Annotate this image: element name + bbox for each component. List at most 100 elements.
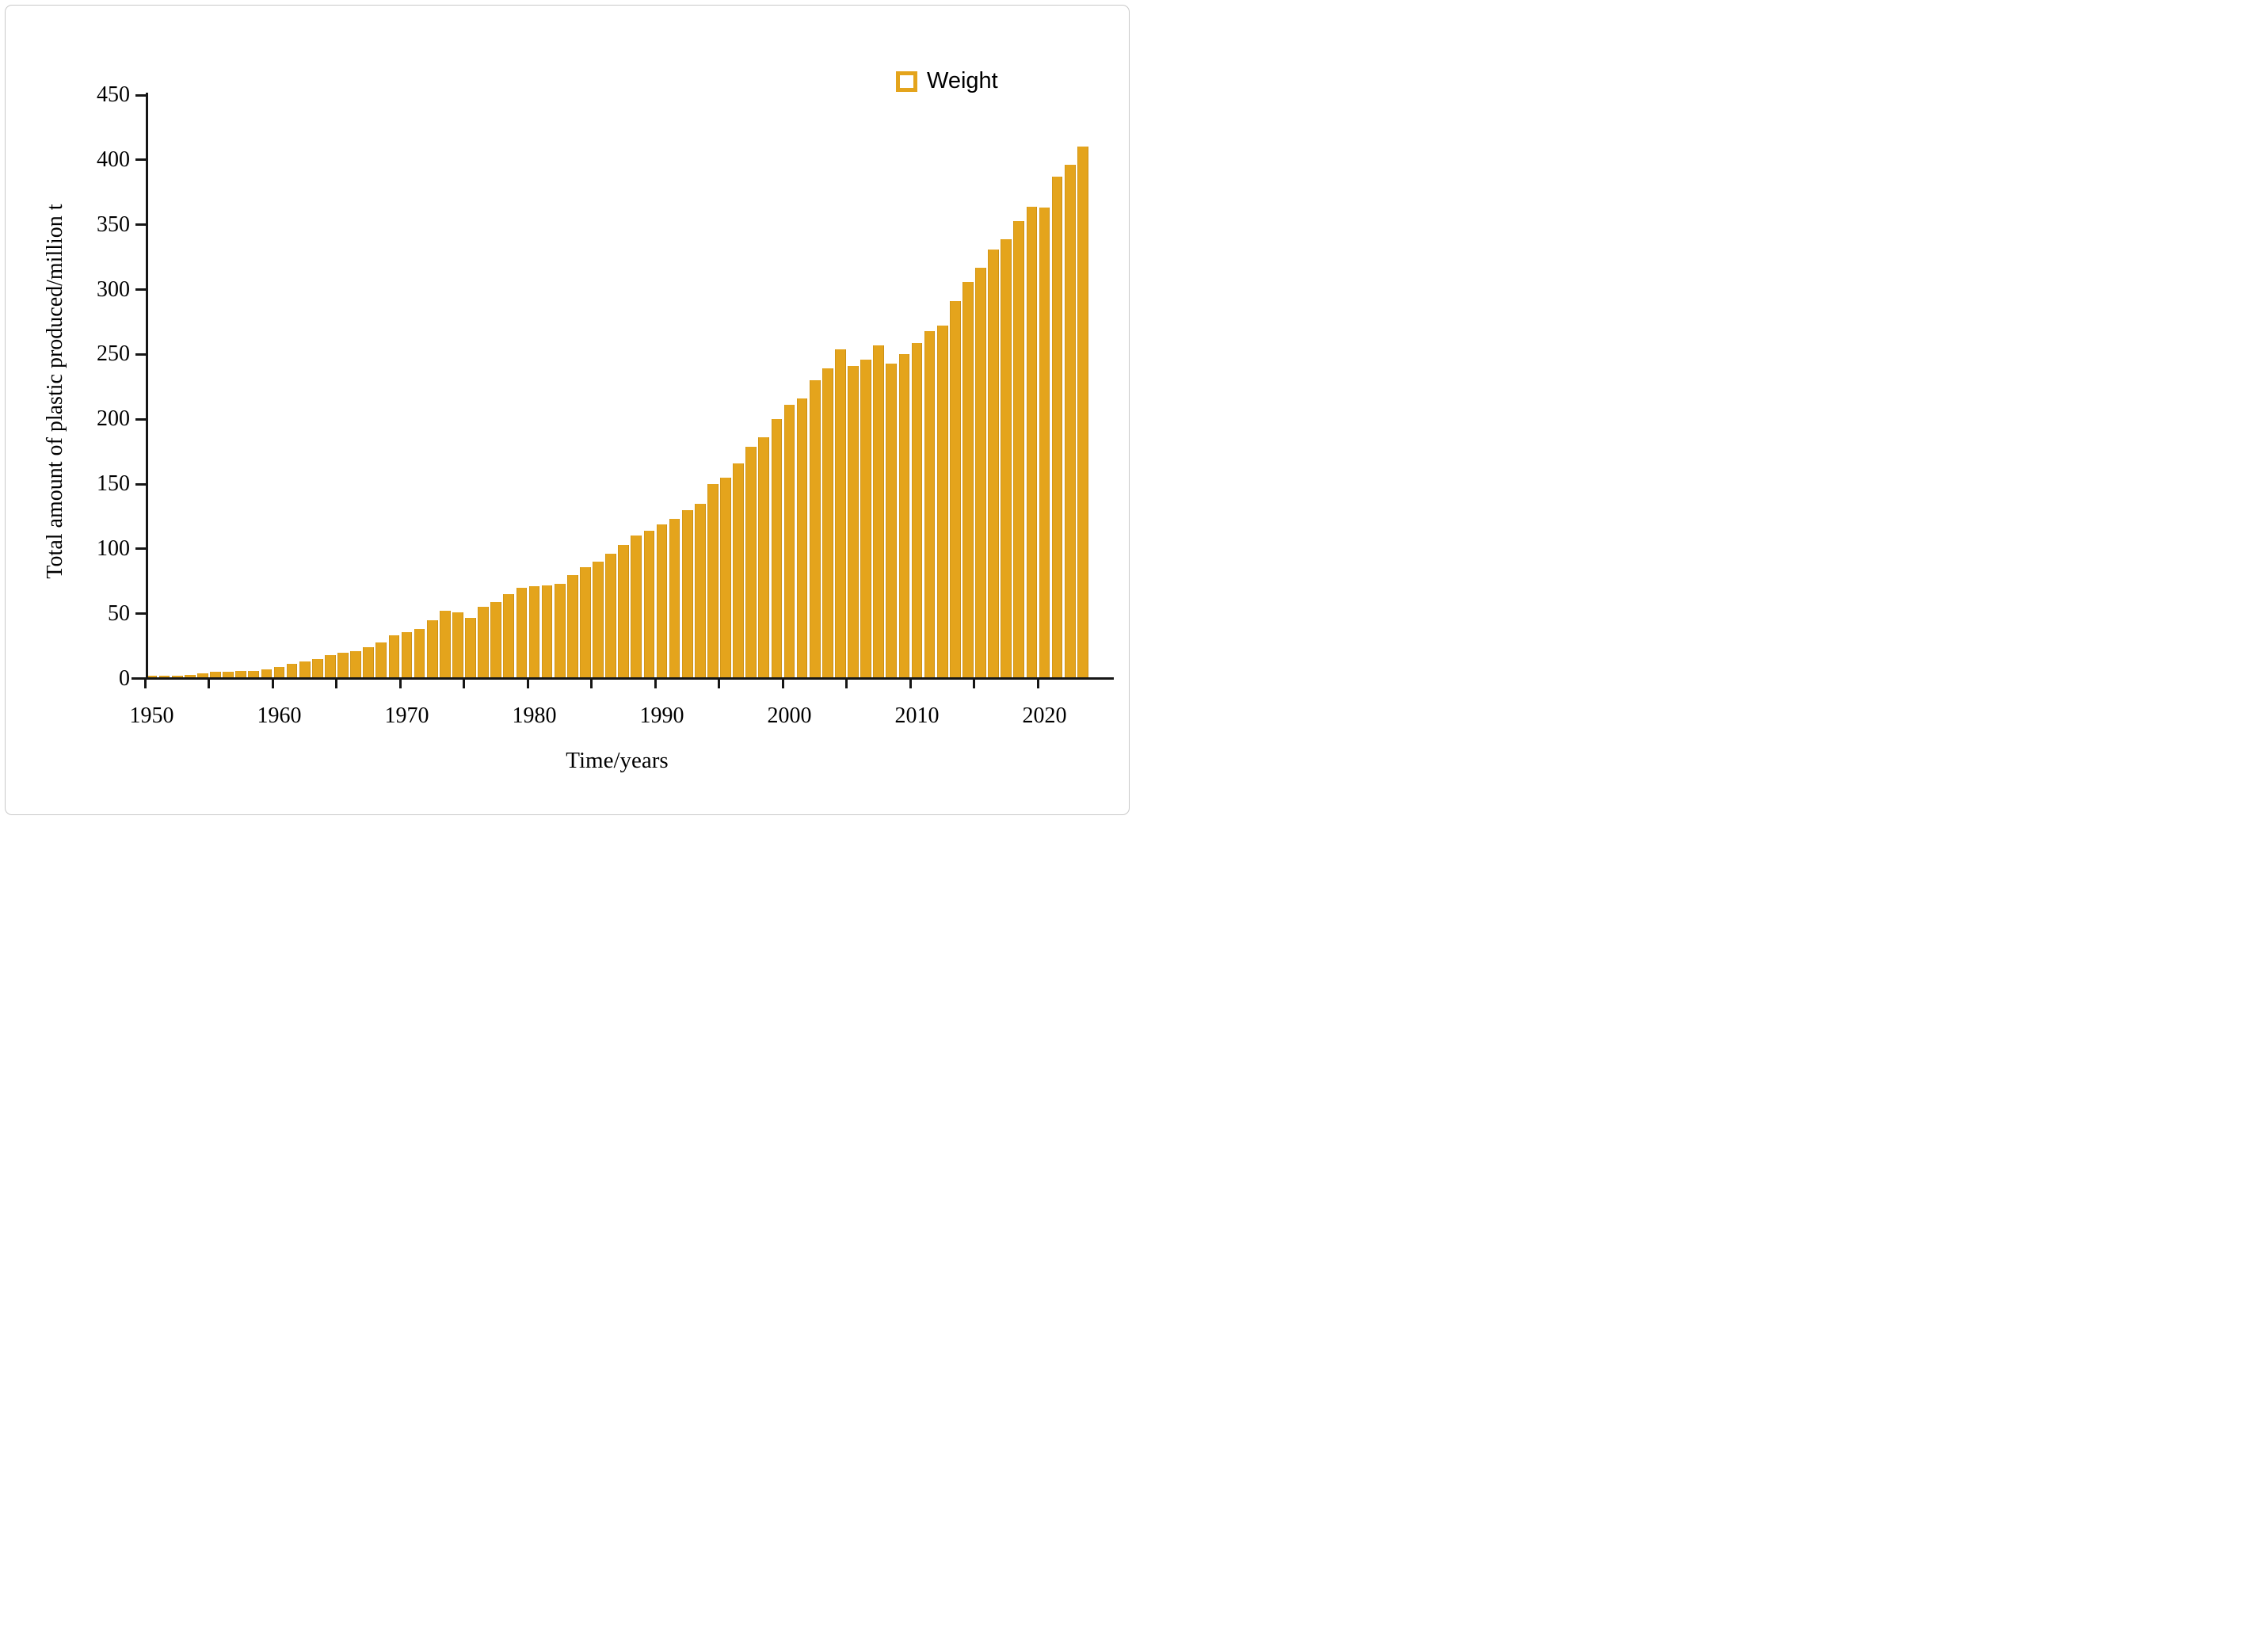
bar-2012	[936, 326, 948, 679]
y-tick-label-50: 50	[108, 600, 130, 626]
bar-1992	[681, 509, 693, 679]
bar-2013	[949, 301, 961, 679]
bar-1977	[490, 601, 502, 679]
x-tick-1990	[654, 677, 657, 688]
x-tick-1975	[463, 677, 466, 688]
y-tick-100	[135, 547, 146, 551]
x-tick-1995	[718, 677, 721, 688]
bar-1950	[146, 676, 158, 679]
bar-1957	[235, 670, 247, 679]
bar-1959	[261, 669, 273, 679]
bar-2018	[1013, 220, 1025, 679]
bar-2011	[924, 330, 936, 679]
x-tick-label-2010: 2010	[894, 703, 940, 728]
bar-1976	[478, 607, 489, 679]
x-tick-label-1960: 1960	[257, 703, 302, 728]
bar-2023	[1077, 147, 1088, 679]
bar-2014	[962, 281, 974, 679]
bar-1952	[171, 676, 183, 679]
legend: Weight	[896, 70, 998, 93]
bar-1980	[528, 586, 540, 679]
bar-1974	[452, 612, 463, 679]
bar-1966	[350, 651, 361, 679]
bar-1961	[286, 664, 298, 679]
y-tick-50	[135, 612, 146, 616]
bar-1983	[566, 574, 578, 679]
y-tick-label-250: 250	[97, 341, 130, 367]
bar-1979	[516, 587, 528, 679]
bar-1968	[375, 642, 387, 679]
bar-1971	[414, 629, 425, 679]
y-tick-label-350: 350	[97, 212, 130, 237]
bar-1963	[311, 658, 323, 679]
plot-area: 0 50 100 150 200 250 300 350 400 450 1950 1960 1970 1…	[0, 0, 1134, 820]
bar-1995	[720, 477, 731, 679]
bar-1973	[439, 611, 451, 679]
y-tick-200	[135, 417, 146, 421]
legend-weight-label: Weight	[927, 68, 998, 93]
x-tick-label-2020: 2020	[1022, 703, 1067, 728]
bar-1967	[363, 647, 375, 679]
x-tick-label-1970: 1970	[384, 703, 429, 728]
x-tick-2010	[909, 677, 912, 688]
bar-2021	[1051, 177, 1063, 679]
bar-1993	[694, 503, 706, 679]
x-tick-label-1950: 1950	[129, 703, 174, 728]
bar-2019	[1026, 206, 1038, 679]
bar-1991	[669, 519, 680, 679]
y-tick-150	[135, 482, 146, 486]
bar-1965	[337, 652, 349, 679]
bar-1964	[325, 655, 336, 679]
bar-1969	[388, 635, 400, 679]
bar-1989	[643, 530, 655, 679]
bar-2015	[975, 267, 986, 679]
bar-2020	[1039, 208, 1050, 679]
bar-1982	[554, 584, 566, 679]
y-tick-label-150: 150	[97, 471, 130, 496]
bar-1962	[299, 661, 311, 679]
x-tick-1970	[398, 677, 402, 688]
bar-1987	[618, 544, 630, 679]
x-tick-2015	[973, 677, 976, 688]
x-tick-2005	[845, 677, 848, 688]
x-tick-1980	[526, 677, 529, 688]
bar-2003	[821, 368, 833, 679]
x-tick-label-1980: 1980	[512, 703, 557, 728]
bar-1988	[631, 536, 642, 679]
x-tick-label-1990: 1990	[639, 703, 684, 728]
bar-1958	[248, 670, 260, 679]
bar-2008	[886, 363, 898, 679]
bar-2004	[835, 349, 846, 679]
bar-1984	[580, 566, 591, 679]
bar-1996	[733, 463, 744, 679]
bar-1985	[593, 562, 604, 679]
y-tick-300	[135, 288, 146, 291]
x-tick-1955	[208, 677, 211, 688]
bar-1998	[758, 437, 770, 679]
bar-1997	[745, 446, 757, 679]
bar-2007	[873, 345, 885, 679]
bar-1953	[184, 674, 196, 679]
bar-2022	[1064, 165, 1076, 679]
y-tick-400	[135, 158, 146, 162]
bar-2006	[860, 359, 871, 679]
bar-1954	[197, 673, 208, 679]
x-tick-1950	[143, 677, 147, 688]
x-tick-2020	[1036, 677, 1039, 688]
y-axis-title: Total amount of plastic produced/million…	[43, 204, 67, 579]
x-tick-2000	[781, 677, 784, 688]
bar-1960	[273, 666, 285, 679]
y-tick-label-200: 200	[97, 406, 130, 432]
bar-2010	[911, 342, 923, 679]
y-tick-label-400: 400	[97, 147, 130, 172]
x-tick-1960	[271, 677, 274, 688]
bar-1981	[541, 585, 553, 679]
bar-2017	[1001, 238, 1012, 679]
y-tick-250	[135, 353, 146, 356]
bar-2000	[783, 405, 795, 679]
bar-2016	[988, 249, 999, 679]
bar-1994	[707, 484, 719, 679]
legend-weight-marker-icon	[896, 71, 917, 92]
x-tick-1985	[590, 677, 593, 688]
y-tick-label-0: 0	[119, 665, 130, 691]
